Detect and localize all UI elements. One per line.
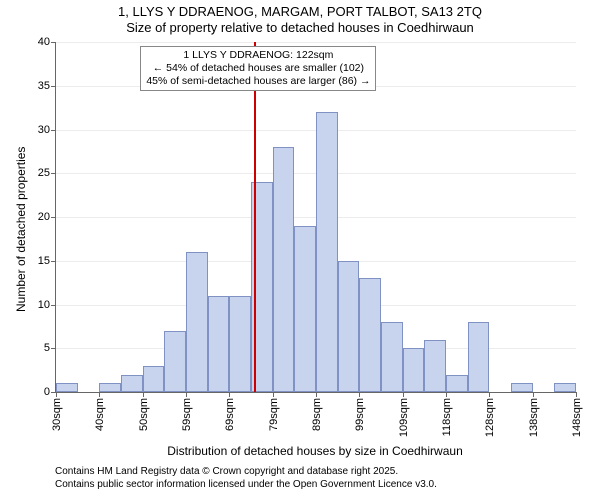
x-tick-mark — [489, 392, 490, 397]
annotation-callout: 1 LLYS Y DDRAENOG: 122sqm← 54% of detach… — [140, 46, 376, 91]
x-tick-mark — [576, 392, 577, 397]
x-tick-mark — [533, 392, 534, 397]
chart-title-line1: 1, LLYS Y DDRAENOG, MARGAM, PORT TALBOT,… — [0, 0, 600, 20]
histogram-bar — [338, 261, 360, 392]
plot-area: 051015202530354030sqm40sqm50sqm59sqm69sq… — [55, 42, 576, 393]
x-tick-mark — [446, 392, 447, 397]
histogram-bar — [381, 322, 403, 392]
y-tick-label: 35 — [38, 80, 56, 92]
histogram-bar — [229, 296, 251, 392]
x-tick-label: 138sqm — [526, 398, 540, 437]
histogram-bar — [208, 296, 230, 392]
histogram-bar — [511, 383, 533, 392]
footer-attribution-1: Contains HM Land Registry data © Crown c… — [55, 466, 398, 477]
x-tick-mark — [143, 392, 144, 397]
histogram-bar — [164, 331, 186, 392]
x-tick-mark — [56, 392, 57, 397]
y-tick-label: 20 — [38, 211, 56, 223]
histogram-bar — [424, 340, 446, 393]
histogram-bar — [446, 375, 468, 393]
y-tick-label: 10 — [38, 299, 56, 311]
x-tick-label: 30sqm — [49, 398, 63, 431]
x-tick-label: 128sqm — [482, 398, 496, 437]
histogram-bar — [403, 348, 425, 392]
x-tick-mark — [186, 392, 187, 397]
x-tick-mark — [99, 392, 100, 397]
histogram-bar — [359, 278, 381, 392]
histogram-bar — [554, 383, 576, 392]
histogram-bar — [56, 383, 78, 392]
x-tick-label: 50sqm — [136, 398, 150, 431]
histogram-bar — [273, 147, 295, 392]
histogram-chart: 1, LLYS Y DDRAENOG, MARGAM, PORT TALBOT,… — [0, 0, 600, 500]
x-tick-mark — [273, 392, 274, 397]
x-tick-mark — [359, 392, 360, 397]
annotation-line: 45% of semi-detached houses are larger (… — [146, 75, 370, 88]
histogram-bar — [186, 252, 208, 392]
x-tick-mark — [229, 392, 230, 397]
gridline — [56, 42, 576, 43]
x-tick-label: 69sqm — [222, 398, 236, 431]
histogram-bar — [143, 366, 165, 392]
annotation-line: 1 LLYS Y DDRAENOG: 122sqm — [146, 49, 370, 62]
annotation-line: ← 54% of detached houses are smaller (10… — [146, 62, 370, 75]
x-tick-label: 99sqm — [352, 398, 366, 431]
x-tick-label: 109sqm — [396, 398, 410, 437]
x-tick-label: 89sqm — [309, 398, 323, 431]
y-tick-label: 25 — [38, 167, 56, 179]
x-tick-label: 59sqm — [179, 398, 193, 431]
chart-title-line2: Size of property relative to detached ho… — [0, 20, 600, 36]
reference-line — [254, 42, 256, 392]
y-axis-label: Number of detached properties — [14, 147, 28, 312]
y-tick-label: 40 — [38, 36, 56, 48]
x-tick-label: 148sqm — [569, 398, 583, 437]
x-tick-label: 40sqm — [92, 398, 106, 431]
histogram-bar — [294, 226, 316, 392]
footer-attribution-2: Contains public sector information licen… — [55, 479, 437, 490]
histogram-bar — [316, 112, 338, 392]
x-tick-mark — [403, 392, 404, 397]
y-tick-label: 30 — [38, 124, 56, 136]
x-tick-mark — [316, 392, 317, 397]
x-tick-label: 118sqm — [439, 398, 453, 436]
y-tick-label: 5 — [44, 342, 56, 354]
y-tick-label: 15 — [38, 255, 56, 267]
histogram-bar — [468, 322, 490, 392]
x-tick-label: 79sqm — [266, 398, 280, 431]
histogram-bar — [99, 383, 121, 392]
histogram-bar — [121, 375, 143, 393]
x-axis-label: Distribution of detached houses by size … — [55, 444, 575, 458]
y-tick-label: 0 — [44, 386, 56, 398]
